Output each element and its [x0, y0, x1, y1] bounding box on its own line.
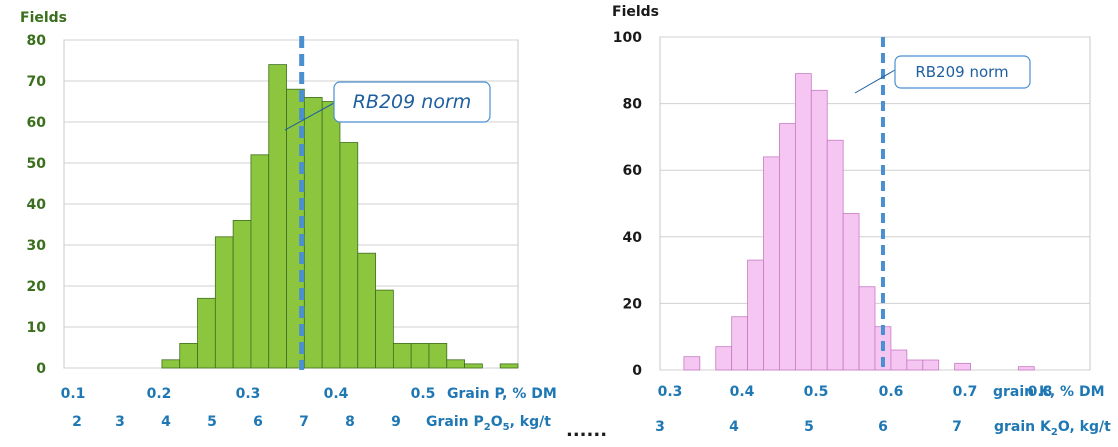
y-tick-label: 20	[27, 279, 47, 295]
histogram-bar	[922, 359, 940, 371]
y-tick-label: 0	[632, 363, 642, 379]
y-tick-label: 40	[623, 230, 643, 246]
histogram-bar	[906, 359, 924, 371]
x-axis-label-secondary: Grain P2O5, kg/t	[426, 414, 551, 433]
histogram-bar	[446, 359, 465, 369]
histogram-bar	[794, 73, 812, 371]
histogram-bar	[197, 297, 216, 369]
x-tick-label: 0.5	[804, 384, 829, 400]
y-tick-label: 80	[27, 33, 47, 49]
bars	[683, 73, 1035, 371]
y-tick-label: 30	[27, 238, 47, 254]
histogram-bar	[303, 97, 323, 369]
histogram-bar	[214, 236, 234, 369]
y-tick-label: 40	[27, 197, 47, 213]
x-tick-label-secondary: 2	[72, 414, 82, 430]
histogram-bar	[826, 139, 844, 371]
histogram-bar	[250, 154, 270, 369]
histogram-bar	[428, 342, 448, 369]
histogram-bar	[357, 252, 376, 369]
histogram-bar	[268, 64, 287, 369]
histogram-bar	[890, 349, 908, 371]
histogram-bar	[161, 359, 181, 369]
x-tick-label: 0.7	[953, 384, 978, 400]
x-tick-labels-secondary: 3 4 5 6 7	[655, 419, 962, 435]
y-tick-label: 20	[623, 296, 643, 312]
callout-box	[894, 55, 1031, 89]
histogram-bar	[464, 363, 483, 369]
callout-pointer	[854, 69, 896, 94]
x-tick-label: 0.3	[658, 384, 683, 400]
y-tick-label: 60	[27, 115, 47, 131]
y-axis-label: Fields	[20, 10, 67, 26]
x-tick-label: 0.1	[61, 386, 86, 402]
x-tick-label: 0.5	[411, 386, 436, 402]
bars	[161, 64, 519, 369]
x-axis-label-primary: grain K, % DM	[993, 384, 1105, 400]
x-tick-label-secondary: 4	[161, 414, 171, 430]
y-axis-label: Fields	[612, 4, 659, 20]
histogram-bar	[731, 316, 748, 371]
histogram-bar	[810, 89, 828, 371]
x-tick-label-secondary: 5	[207, 414, 217, 430]
histogram-bar	[392, 342, 412, 369]
callout-label: RB209 norm	[353, 91, 472, 113]
y-tick-label: 60	[623, 163, 643, 179]
y-tick-labels: 0 20 40 60 80 100	[613, 30, 642, 379]
x-tick-label-secondary: 4	[729, 419, 739, 435]
x-tick-label: 0.4	[324, 386, 349, 402]
histogram-bar	[763, 156, 780, 371]
y-tick-label: 0	[36, 361, 46, 377]
x-tick-label-secondary: 6	[253, 414, 263, 430]
x-tick-label-secondary: 7	[952, 419, 962, 435]
y-tick-label: 50	[27, 156, 47, 172]
histogram-bar	[1017, 366, 1035, 371]
x-tick-labels-primary: 0.1 0.2 0.3 0.4 0.5	[61, 386, 436, 402]
histogram-bar	[375, 289, 394, 369]
y-tick-label: 70	[27, 74, 47, 90]
x-tick-label: 0.8	[1028, 384, 1053, 400]
callout-pointer	[284, 102, 335, 131]
y-tick-label: 100	[613, 30, 642, 46]
histogram-bar	[858, 286, 876, 371]
histogram-bar	[321, 101, 341, 369]
x-tick-label: 0.6	[879, 384, 904, 400]
y-tick-label: 10	[27, 320, 47, 336]
x-tick-label-secondary: 9	[391, 414, 401, 430]
x-axis-label-primary: Grain P, % DM	[447, 386, 557, 402]
x-tick-label-secondary: 6	[878, 419, 888, 435]
x-tick-label-secondary: 5	[804, 419, 814, 435]
x-tick-label: 0.3	[236, 386, 261, 402]
x-tick-label-secondary: 3	[655, 419, 665, 435]
y-tick-labels: 0 10 20 30 40 50 60 70 80	[27, 33, 47, 377]
histogram-bar	[339, 142, 359, 369]
histogram-bar	[410, 342, 430, 369]
histogram-bar	[499, 363, 519, 369]
x-tick-label: 0.4	[730, 384, 755, 400]
histogram-bar	[954, 362, 971, 371]
x-tick-label-secondary: 3	[115, 414, 125, 430]
histogram-bar	[232, 219, 252, 369]
callout-label: RB209 norm	[915, 63, 1008, 81]
x-tick-label: 0.2	[147, 386, 172, 402]
histogram-bar	[747, 259, 764, 371]
chart-grain-p: Fields 0 10 20 30 40 50 60 70 80 0.1 0.2 0.3 0.4 0.5…	[20, 10, 557, 433]
histogram-bar	[715, 346, 733, 371]
x-axis-label-secondary: grain K2O, kg/t	[994, 419, 1111, 438]
x-tick-label-secondary: 8	[345, 414, 355, 430]
callout-box	[333, 81, 491, 123]
x-tick-label-secondary: 7	[299, 414, 309, 430]
y-tick-label: 80	[623, 97, 643, 113]
histogram-bar	[179, 342, 198, 369]
x-tick-labels-primary: 0.3 0.4 0.5 0.6 0.7 0.8	[658, 384, 1053, 400]
histogram-bar	[779, 123, 796, 371]
x-tick-labels-secondary: 2 3 4 5 6 7 8 9	[72, 414, 401, 430]
histogram-bar	[683, 356, 701, 371]
histogram-bar	[842, 213, 860, 371]
chart-grain-k: Fields 0 20 40 60 80 100 0.3 0.4 0.5 0.6 0.7 0.8 3…	[612, 4, 1111, 438]
ellipsis-separator: ......	[566, 420, 607, 441]
